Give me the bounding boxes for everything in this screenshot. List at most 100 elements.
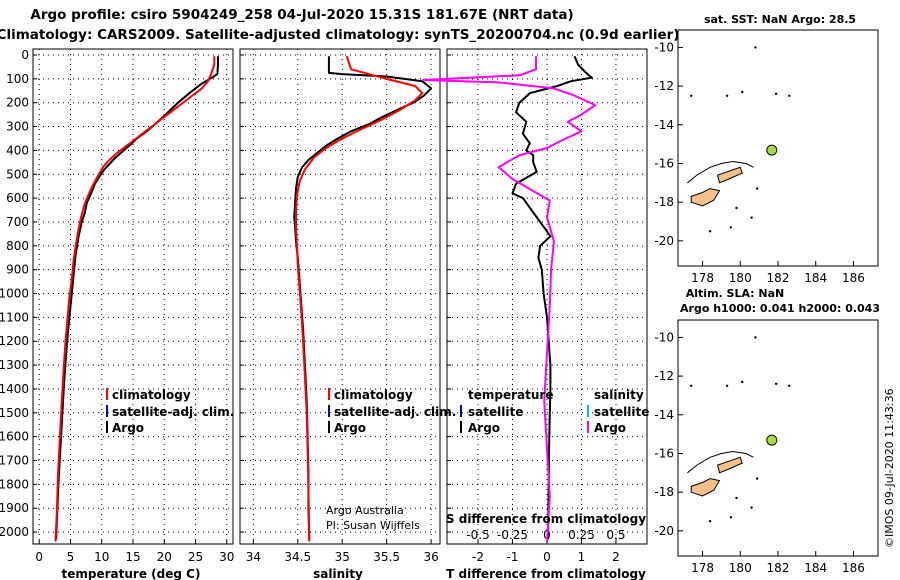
depth-tick-label: 1500 [0, 406, 29, 420]
salinity-legend: climatology satellite-adj. clim. Argo [328, 388, 456, 435]
map-sla: -10 -12 -14 -16 -18 -20 178 180 182 184 186 [654, 319, 879, 575]
small-island-dot [750, 506, 753, 509]
legend-satellite-label: satellite-adj. clim. [334, 405, 456, 419]
x-tick-label: 35.5 [373, 550, 400, 564]
island-shape [717, 166, 743, 184]
x-tick-label: 30 [219, 550, 234, 564]
map-top-title: sat. SST: NaN Argo: 28.5 [704, 13, 856, 26]
series-line-climatology [54, 56, 216, 542]
small-island-dot [690, 384, 693, 387]
small-island-dot [774, 92, 778, 96]
x-tick-label: -2 [472, 550, 484, 564]
depth-tick-label: 2000 [0, 525, 29, 539]
s-difference-tick-label: -0.25 [497, 528, 528, 542]
lon-tick-label: 182 [767, 561, 790, 575]
small-island-dot [750, 216, 753, 219]
temperature-x-label: temperature (deg C) [62, 567, 201, 580]
title-line-2: Climatology: CARS2009. Satellite-adjuste… [0, 27, 679, 43]
legend-temperature-header: temperature [468, 388, 553, 402]
lon-tick-label: 180 [729, 271, 752, 285]
island-shape [717, 456, 743, 474]
depth-tick-label: 1000 [0, 287, 29, 301]
difference-panel: -2 -1 0 1 2 -0.5 -0.25 0 0.25 0.5 T difference f… [421, 48, 649, 580]
x-tick-label: 0 [543, 550, 551, 564]
x-tick-label: 20 [157, 550, 172, 564]
x-tick-label: 35 [335, 550, 350, 564]
depth-tick-label: 400 [6, 143, 29, 157]
legend-temp-satellite-label: satellite [468, 405, 523, 419]
x-tick-label: 36 [423, 550, 438, 564]
lat-tick-label: -10 [654, 330, 674, 344]
depth-tick-label: 1100 [0, 310, 29, 324]
small-island-dot [735, 206, 738, 210]
float-position-marker [766, 144, 778, 156]
depth-tick-label: 0 [21, 48, 29, 62]
credit-pi: PI: Susan Wijffels [326, 519, 420, 532]
temperature-x-ticks: 0 5 10 15 20 25 30 [35, 540, 234, 564]
depth-tick-label: 900 [6, 263, 29, 277]
salinity-panel: 34 34.5 35 35.5 36 salinity climatology sate… [239, 48, 456, 580]
depth-tick-label: 1300 [0, 358, 29, 372]
small-island-dot [741, 380, 744, 384]
lat-tick-label: -20 [654, 524, 674, 538]
x-tick-label: 2 [612, 550, 620, 564]
s-difference-label: S difference from climatology [446, 512, 646, 526]
lat-tick-label: -16 [654, 446, 674, 460]
salinity-x-label: salinity [313, 567, 363, 580]
lat-tick-label: -14 [654, 118, 674, 132]
lon-tick-label: 186 [842, 561, 865, 575]
small-island-dot [754, 336, 757, 339]
depth-tick-label: 300 [6, 120, 29, 134]
legend-satellite-label: satellite-adj. clim. [112, 405, 234, 419]
legend-temp-argo-label: Argo [468, 421, 500, 435]
lon-tick-label: 180 [729, 561, 752, 575]
depth-tick-label: 1800 [0, 477, 29, 491]
legend-sal-satellite-label: satellite [594, 405, 649, 419]
small-island-dot [756, 187, 759, 190]
lat-tick-label: -12 [654, 79, 674, 93]
difference-legend: temperature salinity satellite Argo sate… [460, 388, 649, 435]
temperature-grid [33, 49, 233, 544]
legend-argo-label: Argo [112, 421, 144, 435]
t-difference-x-label: T difference from climatology [446, 567, 646, 580]
reef-outline [687, 450, 754, 474]
title-line-1: Argo profile: csiro 5904249_258 04-Jul-2… [30, 7, 573, 23]
depth-tick-label: 1400 [0, 382, 29, 396]
small-island-dot [788, 384, 791, 387]
lat-tick-label: -20 [654, 234, 674, 248]
lon-tick-label: 178 [691, 271, 714, 285]
legend-climatology-label: climatology [112, 388, 191, 402]
series-line-climatology [295, 55, 424, 542]
series-line-argo [55, 56, 219, 540]
lat-tick-label: -12 [654, 369, 674, 383]
lat-tick-label: -10 [654, 40, 674, 54]
small-island-dot [774, 382, 778, 385]
lon-tick-label: 184 [804, 271, 827, 285]
x-tick-label: 15 [125, 550, 140, 564]
salinity-plot-frame [239, 48, 441, 545]
difference-lines [421, 55, 597, 542]
depth-tick-label: 1600 [0, 430, 29, 444]
temperature-panel: 0100200300400500600700800900100011001200… [0, 48, 234, 580]
depth-tick-label: 500 [6, 167, 29, 181]
x-tick-label: 1 [578, 550, 586, 564]
small-island-dot [729, 516, 732, 519]
s-difference-tick-label: 0.5 [606, 528, 625, 542]
x-tick-label: 34 [246, 550, 261, 564]
depth-tick-label: 600 [6, 191, 29, 205]
temperature-lines [54, 56, 219, 542]
legend-argo-label: Argo [334, 421, 366, 435]
series-line-temperature-argo [511, 55, 593, 540]
lon-tick-label: 178 [691, 561, 714, 575]
depth-tick-label: 800 [6, 239, 29, 253]
map-bottom-title-1: Altim. SLA: NaN [686, 287, 785, 300]
legend-sal-argo-label: Argo [594, 421, 626, 435]
small-island-dot [756, 477, 759, 480]
s-difference-tick-label: -0.5 [466, 528, 489, 542]
depth-tick-label: 1700 [0, 454, 29, 468]
salinity-lines [293, 55, 433, 542]
small-island-dot [788, 94, 791, 98]
depth-tick-label: 1900 [0, 501, 29, 515]
depth-tick-labels: 0 100 200 300 400 500 600 700 800 900 1000 1100 1200… [0, 48, 29, 539]
